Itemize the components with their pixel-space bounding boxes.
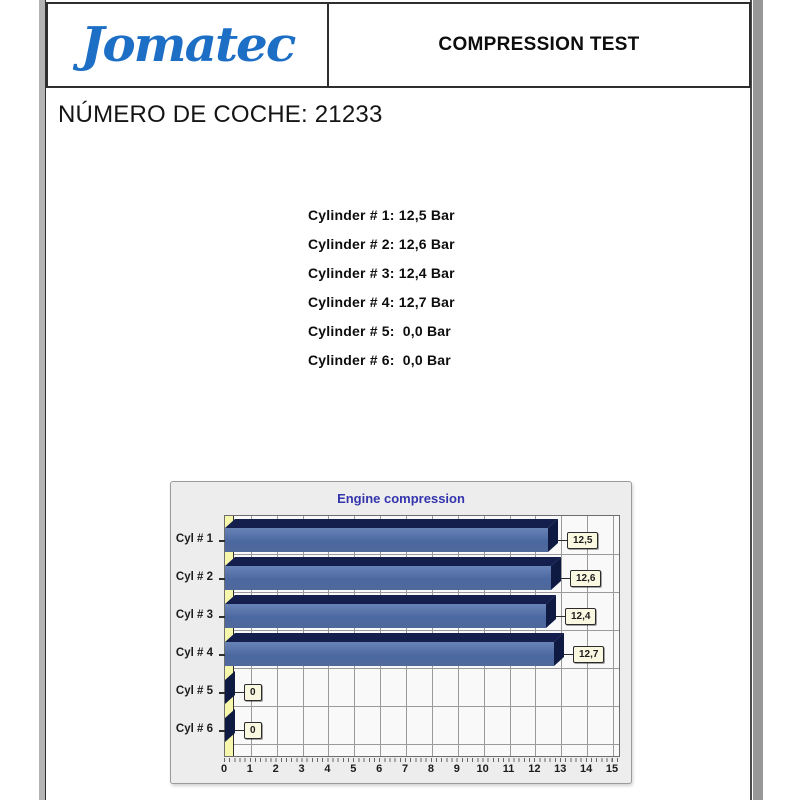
- bar-row: [225, 557, 563, 591]
- bar-top-face: [225, 595, 556, 604]
- grid-line-vertical: [587, 516, 589, 756]
- title-cell: COMPRESSION TEST: [329, 4, 749, 86]
- bar-front-face: [225, 566, 551, 590]
- bar-top-face: [225, 519, 558, 528]
- bar-top-face: [225, 633, 564, 642]
- value-connector: [235, 730, 244, 731]
- bar-front-face: [225, 642, 554, 666]
- plot-area: 12,5 12,6 12,4 12,7 0 0: [219, 515, 620, 757]
- grid-line-horizontal: [225, 744, 619, 745]
- bar-end-cap: [554, 633, 564, 666]
- x-axis-label: 5: [350, 763, 357, 775]
- bar-end-cap: [225, 671, 235, 704]
- cylinder-reading: Cylinder # 5: 0,0 Bar: [308, 323, 451, 339]
- value-label-box: 0: [244, 722, 262, 739]
- grid-line-horizontal: [225, 592, 619, 593]
- bar-end-cap: [551, 557, 561, 590]
- x-axis-label: 12: [528, 763, 541, 775]
- value-connector: [564, 654, 573, 655]
- grid-line-horizontal: [225, 554, 619, 555]
- bar-row: [225, 595, 558, 629]
- grid-line-vertical: [613, 516, 614, 756]
- header-box: Jomatec COMPRESSION TEST: [46, 2, 751, 88]
- x-axis-label: 0: [220, 763, 228, 775]
- x-axis-ruler: [224, 758, 620, 762]
- grid-line-horizontal: [225, 630, 619, 631]
- x-axis: 0 1 2 3 4 5 6 7 8 9 10 11 12 13 14 15: [220, 763, 620, 778]
- value-label-box: 12,6: [570, 570, 602, 587]
- page-right-edge-strip: [753, 0, 763, 800]
- y-axis-tick: [219, 616, 225, 618]
- x-axis-label: 1: [246, 763, 253, 775]
- x-axis-label: 11: [502, 763, 515, 775]
- bar-front-face: [225, 604, 546, 628]
- value-connector: [556, 616, 565, 617]
- y-axis-tick: [219, 692, 225, 694]
- value-connector: [561, 578, 570, 579]
- cylinder-reading: Cylinder # 6: 0,0 Bar: [308, 352, 451, 368]
- x-axis-label: 7: [402, 763, 409, 775]
- cylinder-reading: Cylinder # 4: 12,7 Bar: [308, 294, 455, 310]
- x-axis-label: 15: [605, 763, 619, 775]
- value-connector: [235, 692, 244, 693]
- chart-title: Engine compression: [337, 491, 465, 506]
- y-axis-label: Cyl # 6: [175, 723, 213, 735]
- value-label-box: 0: [244, 684, 262, 701]
- cylinder-readings-list: Cylinder # 1: 12,5 Bar Cylinder # 2: 12,6…: [308, 201, 455, 375]
- cylinder-reading: Cylinder # 2: 12,6 Bar: [308, 236, 455, 252]
- bar-row: [225, 519, 560, 553]
- value-label-box: 12,7: [573, 646, 605, 663]
- x-axis-label: 13: [554, 763, 567, 775]
- bar-end-cap: [225, 709, 235, 742]
- bar-top-face: [225, 557, 561, 566]
- y-axis-label: Cyl # 1: [175, 533, 213, 545]
- grid-line-horizontal: [225, 668, 619, 669]
- car-number-line: NÚMERO DE COCHE: 21233: [58, 101, 383, 128]
- bar-end-cap: [548, 519, 558, 552]
- cylinder-reading: Cylinder # 3: 12,4 Bar: [308, 265, 455, 281]
- bar-end-cap: [546, 595, 556, 628]
- y-axis-label: Cyl # 2: [175, 571, 213, 583]
- page-right-edge-line: [750, 0, 752, 800]
- x-axis-label: 14: [580, 763, 593, 775]
- bar-row: [225, 671, 237, 705]
- value-connector: [558, 540, 567, 541]
- y-axis-tick: [219, 654, 225, 656]
- value-label-box: 12,5: [567, 532, 599, 549]
- y-axis: Cyl # 1 Cyl # 2 Cyl # 3 Cyl # 4 Cyl # 5 Cyl #…: [171, 515, 218, 755]
- chart-panel: Engine compression Cyl # 1 Cyl # 2 Cyl # 3…: [170, 481, 632, 784]
- bar-front-face: [225, 528, 548, 552]
- y-axis-label: Cyl # 3: [175, 609, 213, 621]
- bar-row: [225, 709, 237, 743]
- y-axis-tick: [219, 540, 225, 542]
- y-axis-tick: [219, 578, 225, 580]
- bar-row: [225, 633, 566, 667]
- logo-cell: Jomatec: [48, 4, 329, 86]
- x-axis-label: 3: [298, 763, 305, 775]
- y-axis-tick: [219, 730, 225, 732]
- grid-line-horizontal: [225, 706, 619, 707]
- x-axis-label: 2: [272, 763, 279, 775]
- x-axis-label: 9: [453, 763, 460, 775]
- cylinder-reading: Cylinder # 1: 12,5 Bar: [308, 207, 455, 223]
- x-axis-label: 10: [476, 763, 489, 775]
- x-axis-label: 4: [324, 763, 331, 775]
- jomatec-logo: Jomatec: [80, 16, 297, 73]
- y-axis-label: Cyl # 5: [175, 685, 213, 697]
- x-axis-label: 8: [427, 763, 434, 775]
- page-left-edge-strip: [39, 0, 46, 800]
- y-axis-label: Cyl # 4: [175, 647, 213, 659]
- value-label-box: 12,4: [565, 608, 597, 625]
- x-axis-label: 6: [376, 763, 383, 775]
- report-title: COMPRESSION TEST: [438, 34, 640, 55]
